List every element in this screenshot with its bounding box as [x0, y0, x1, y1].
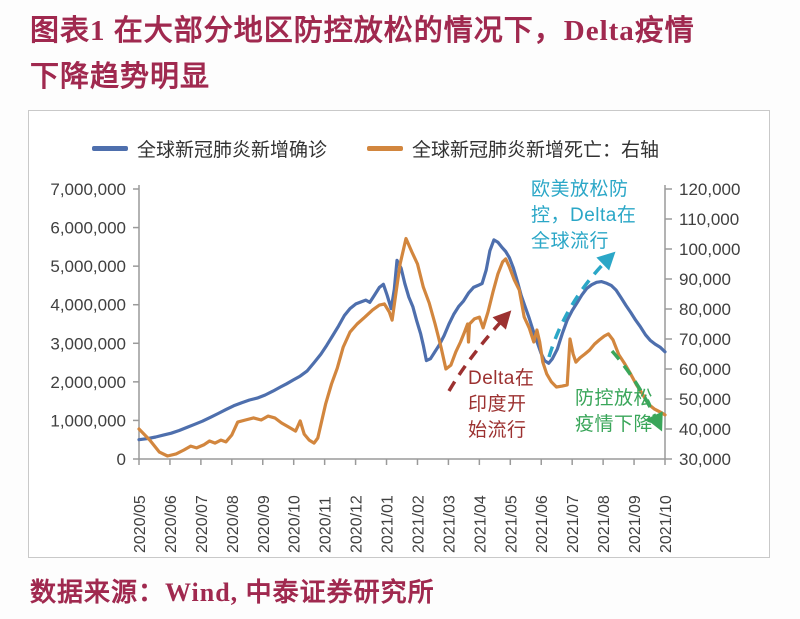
left-axis-tick-label: 4,000,000	[50, 296, 126, 315]
x-axis-tick-label: 2020/10	[287, 495, 304, 553]
page-title-line2: 下降趋势明显	[30, 61, 211, 93]
x-axis-tick-label: 2021/08	[596, 495, 613, 553]
annotation-arrow	[447, 310, 512, 392]
left-axis-tick-label: 5,000,000	[50, 257, 126, 276]
left-axis-tick-label: 7,000,000	[50, 180, 126, 199]
x-axis-tick-label: 2020/11	[318, 496, 335, 553]
series-line-deaths	[137, 236, 667, 458]
chart-legend: 全球新冠肺炎新增确诊 全球新冠肺炎新增死亡：右轴	[92, 135, 659, 162]
x-axis-tick-label: 2020/09	[256, 495, 273, 553]
x-axis-tick-label: 2020/07	[194, 495, 211, 553]
source-note: 数据来源：Wind, 中泰证券研究所	[30, 578, 435, 607]
annotation-arrow	[610, 349, 663, 432]
x-axis-tick-label: 2021/04	[472, 495, 489, 553]
left-axis-tick-label: 0	[117, 450, 126, 469]
legend-label-confirmed: 全球新冠肺炎新增确诊	[137, 140, 328, 161]
left-axis-tick-label: 6,000,000	[50, 219, 126, 238]
right-axis-tick-label: 50,000	[679, 390, 731, 409]
deaths-line-swatch	[367, 146, 404, 151]
right-axis-tick-label: 30,000	[679, 450, 731, 469]
legend-label-deaths: 全球新冠肺炎新增死亡：右轴	[412, 140, 660, 161]
x-axis-tick-label: 2020/08	[225, 495, 242, 553]
page-title: 图表1 在大部分地区防控放松的情况下，Delta疫情 下降趋势明显	[30, 8, 780, 100]
annotation-relax-decline: 防控放松 疫情下降	[575, 388, 654, 435]
x-axis-tick-label: 2021/05	[503, 495, 520, 553]
x-axis-tick-label: 2021/01	[380, 495, 397, 553]
x-axis-tick-label: 2020/06	[163, 495, 180, 553]
x-axis-tick-label: 2021/02	[410, 495, 427, 553]
right-axis-tick-label: 100,000	[679, 240, 740, 259]
right-axis-tick-label: 80,000	[679, 300, 731, 319]
page-title-line1: 图表1 在大部分地区防控放松的情况下，Delta疫情	[30, 15, 695, 47]
series-line-confirmed	[137, 238, 667, 442]
right-axis-tick-label: 120,000	[679, 180, 740, 199]
right-axis-tick-label: 60,000	[679, 360, 731, 379]
right-axis-tick-label: 70,000	[679, 330, 731, 349]
x-axis-tick-label: 2021/10	[658, 495, 675, 553]
x-axis-tick-label: 2021/03	[441, 495, 458, 553]
x-axis-tick-label: 2021/07	[565, 495, 582, 553]
right-axis-tick-label: 110,000	[679, 210, 739, 229]
x-axis-tick-label: 2020/12	[349, 495, 366, 553]
right-axis-tick-label: 40,000	[679, 420, 731, 439]
confirmed-line-swatch	[92, 146, 128, 151]
left-axis-tick-label: 1,000,000	[50, 411, 126, 430]
right-axis-tick-label: 90,000	[679, 270, 731, 289]
left-axis-tick-label: 3,000,000	[50, 334, 126, 353]
left-axis-tick-label: 2,000,000	[50, 373, 126, 392]
x-axis-tick-label: 2021/09	[627, 495, 644, 553]
annotation-delta-india: Delta在 印度开 始流行	[468, 368, 535, 441]
x-axis-tick-label: 2020/05	[132, 495, 149, 553]
x-axis-tick-label: 2021/06	[534, 495, 551, 553]
legend-item-deaths: 全球新冠肺炎新增死亡：右轴	[367, 135, 659, 162]
legend-item-confirmed: 全球新冠肺炎新增确诊	[92, 135, 327, 162]
annotation-arrow	[547, 251, 616, 358]
annotation-europe-relax-delta: 欧美放松防 控，Delta在 全球流行	[531, 179, 637, 252]
